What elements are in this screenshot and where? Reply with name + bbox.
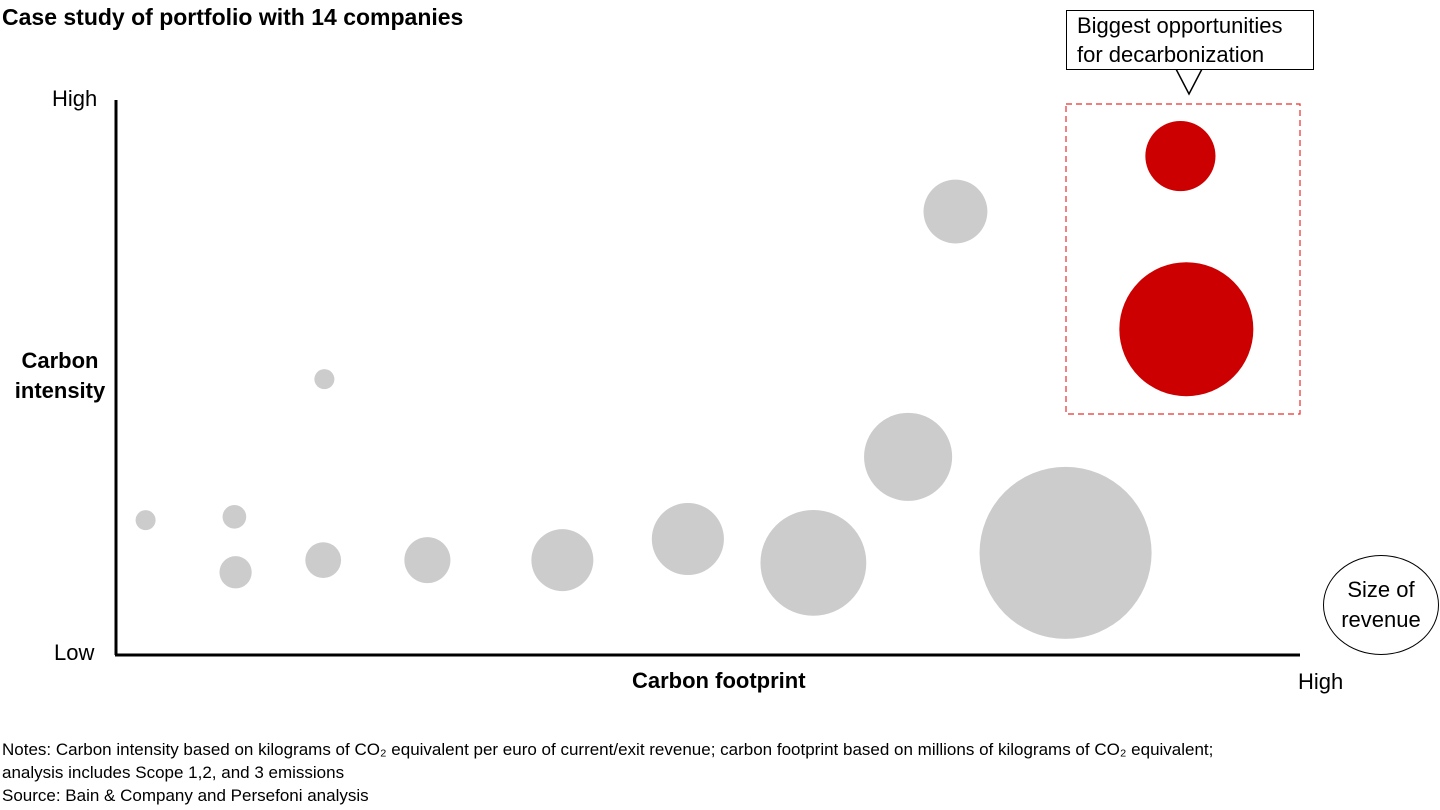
company-bubble-2 [222, 504, 247, 529]
y-axis-label-line: Carbon [21, 348, 99, 373]
company-bubble-3 [219, 556, 252, 589]
company-bubble-8 [651, 502, 724, 576]
company-bubble-12 [979, 466, 1152, 639]
company-bubble-11 [923, 179, 988, 244]
size-legend: Size of revenue [1323, 555, 1439, 655]
notes-line: analysis includes Scope 1,2, and 3 emiss… [2, 763, 345, 782]
x-tick-high: High [1298, 669, 1344, 694]
callout-annotation: Biggest opportunities for decarbonizatio… [1066, 10, 1314, 70]
source-note: Source: Bain & Company and Persefoni ana… [2, 786, 369, 805]
highlighted-company-bubble-13 [1145, 120, 1216, 192]
y-axis-label: Carbon intensity [0, 346, 120, 406]
legend-line: revenue [1341, 607, 1421, 632]
callout-line: Biggest opportunities [1077, 13, 1283, 38]
y-tick-low: Low [54, 640, 95, 665]
company-bubble-10 [864, 412, 953, 501]
callout-line: for decarbonization [1077, 42, 1265, 67]
footnotes: Notes: Carbon intensity based on kilogra… [2, 738, 1213, 807]
y-tick-high: High [52, 86, 98, 111]
chart-title: Case study of portfolio with 14 companie… [2, 4, 464, 30]
company-bubble-7 [531, 529, 594, 592]
y-axis-label-line: intensity [14, 378, 106, 403]
company-bubble-4 [305, 542, 342, 578]
company-bubble-9 [760, 509, 867, 616]
callout-pointer [1175, 68, 1203, 96]
company-bubble-5 [314, 369, 335, 390]
highlight-box [1065, 103, 1301, 415]
x-axis-label: Carbon footprint [632, 668, 806, 693]
company-bubble-1 [135, 510, 156, 531]
notes-line: Notes: Carbon intensity based on kilogra… [2, 740, 1214, 759]
legend-line: Size of [1347, 577, 1415, 602]
highlighted-company-bubble-14 [1119, 262, 1254, 397]
company-bubble-6 [404, 537, 451, 584]
